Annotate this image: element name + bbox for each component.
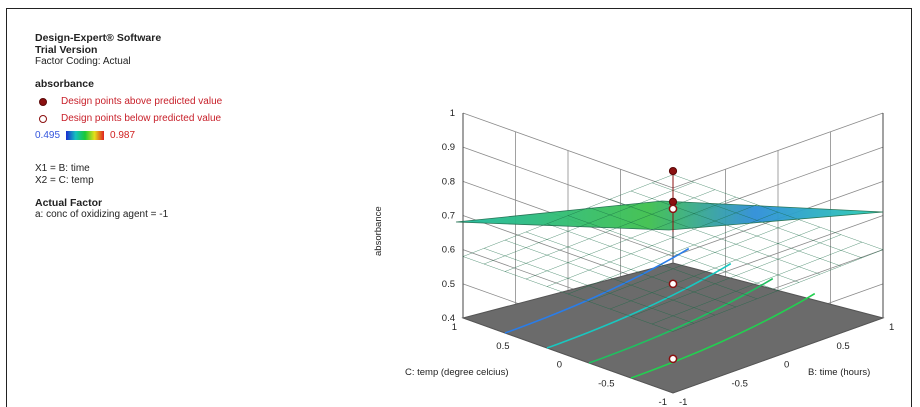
legend-below-label: Design points below predicted value bbox=[61, 113, 222, 124]
plot-frame bbox=[6, 8, 912, 407]
y-tick-label: -0.5 bbox=[598, 378, 614, 389]
filled-circle-icon bbox=[39, 97, 47, 106]
design-point-above bbox=[668, 197, 678, 206]
x-tick-label: 0.5 bbox=[837, 341, 850, 352]
surface-mesh-line bbox=[651, 182, 863, 259]
factor-x1: X1 = B: time bbox=[35, 163, 90, 174]
scale-min: 0.495 bbox=[35, 129, 61, 141]
surface-mesh-line bbox=[483, 181, 695, 265]
surface-mesh-line bbox=[630, 190, 842, 267]
x-tick-label: 0 bbox=[784, 360, 789, 371]
hollow-circle-icon bbox=[39, 114, 47, 123]
z-tick-label: 0.7 bbox=[442, 211, 455, 222]
surface-mesh-line bbox=[609, 198, 821, 275]
surface-mesh-line bbox=[546, 204, 758, 287]
design-point-below bbox=[668, 279, 678, 289]
z-tick-label: 1 bbox=[450, 108, 455, 119]
design-point-below bbox=[668, 354, 678, 364]
contour-line bbox=[546, 262, 732, 349]
actual-factor-value: a: conc of oxidizing agent = -1 bbox=[35, 209, 169, 220]
surface-mesh-line bbox=[672, 174, 884, 250]
actual-factor-title: Actual Factor bbox=[35, 197, 103, 209]
y-axis-label: C: temp (degree celcius) bbox=[405, 367, 508, 378]
response-surface bbox=[455, 200, 884, 231]
y-tick-label: 1 bbox=[452, 322, 457, 333]
surface-mesh-line bbox=[567, 211, 779, 295]
surface-mesh-line bbox=[504, 189, 716, 272]
x-tick-label: -0.5 bbox=[732, 378, 748, 389]
surface-mesh-line bbox=[525, 196, 737, 280]
y-tick-label: 0.5 bbox=[496, 341, 509, 352]
z-tick-label: 0.4 bbox=[442, 313, 455, 324]
info-panel: Design-Expert® Software Trial Version Fa… bbox=[35, 32, 365, 221]
version-label: Trial Version bbox=[35, 44, 98, 56]
x-tick-label: 1 bbox=[889, 322, 894, 333]
contour-line bbox=[630, 292, 816, 379]
x-tick-label: -1 bbox=[679, 397, 687, 407]
z-tick-label: 0.8 bbox=[442, 176, 455, 187]
z-axis-label: absorbance bbox=[373, 206, 384, 256]
design-point-below bbox=[668, 204, 678, 214]
factor-coding: Factor Coding: Actual bbox=[35, 56, 131, 67]
software-name: Design-Expert® Software bbox=[35, 32, 162, 44]
scale-max: 0.987 bbox=[110, 129, 136, 141]
color-scale: 0.495 0.987 bbox=[35, 127, 365, 143]
contour-line bbox=[588, 277, 774, 364]
design-point-above bbox=[668, 166, 678, 176]
surface-mesh-line bbox=[588, 207, 800, 283]
legend-below: Design points below predicted value bbox=[39, 110, 365, 127]
y-tick-label: -1 bbox=[659, 397, 667, 407]
surface-mesh-line bbox=[462, 174, 674, 257]
response-name: absorbance bbox=[35, 78, 94, 90]
contour-line bbox=[504, 247, 690, 334]
z-tick-label: 0.5 bbox=[442, 279, 455, 290]
color-gradient-bar bbox=[66, 130, 105, 140]
x-axis-label: B: time (hours) bbox=[808, 367, 870, 378]
z-tick-label: 0.9 bbox=[442, 142, 455, 153]
legend-above-label: Design points above predicted value bbox=[61, 96, 223, 107]
y-tick-label: 0 bbox=[557, 360, 562, 371]
z-tick-label: 0.6 bbox=[442, 245, 455, 256]
legend-above: Design points above predicted value bbox=[39, 93, 365, 110]
factor-x2: X2 = C: temp bbox=[35, 175, 94, 186]
floor-plane bbox=[461, 262, 885, 394]
